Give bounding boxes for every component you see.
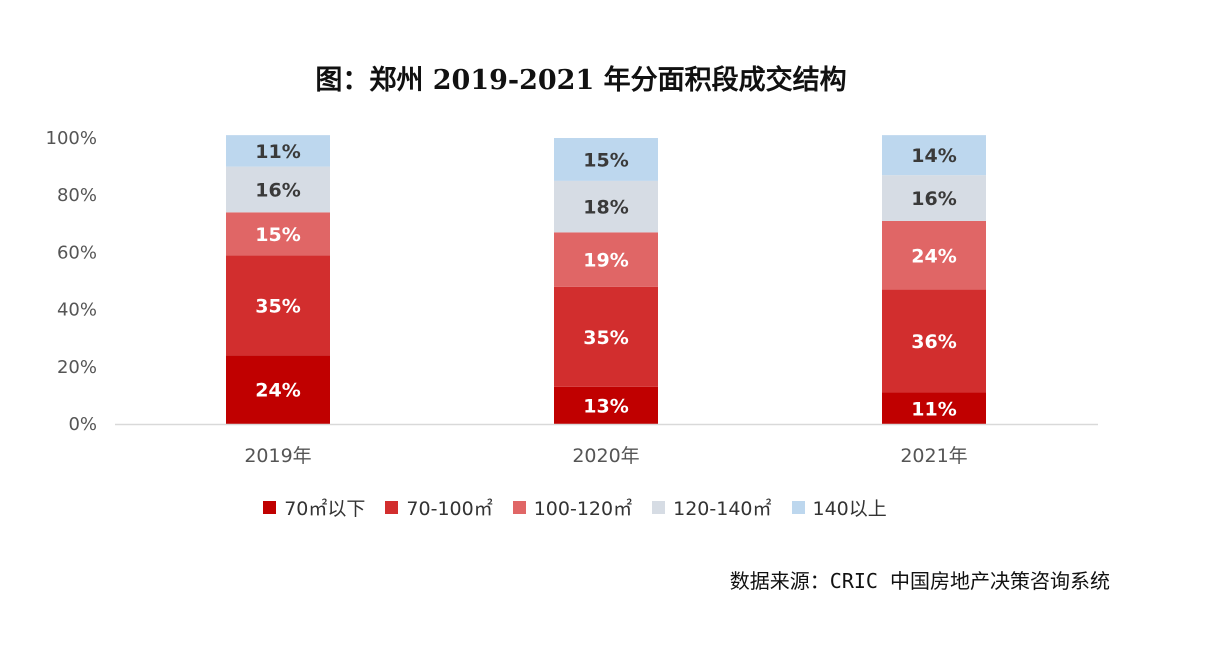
x-tick-label: 2020年 bbox=[572, 445, 639, 467]
bar-group: 24% 35% 15% 16% 11% 13% 35% 19% 18% 15% 11% 36% 24% 1… bbox=[226, 135, 986, 424]
legend-item: 100-120㎡ bbox=[512, 494, 633, 521]
y-tick-label: 40% bbox=[57, 300, 97, 321]
x-tick-label: 2021年 bbox=[900, 445, 967, 467]
bar-segment bbox=[554, 286, 658, 387]
y-tick-label: 80% bbox=[57, 185, 97, 206]
stacked-bar-chart: 0% 20% 40% 60% 80% 100% 24% 35% 15% 16% 11% 13% 35%… bbox=[46, 128, 1098, 467]
bar-segment bbox=[882, 289, 986, 393]
legend-item: 70-100㎡ bbox=[385, 494, 493, 521]
legend-swatch bbox=[263, 501, 277, 514]
data-label: 24% bbox=[911, 245, 956, 267]
bar-segment bbox=[882, 220, 986, 290]
bar-segment bbox=[554, 232, 658, 287]
bar-segment bbox=[882, 135, 986, 176]
data-label: 19% bbox=[583, 250, 628, 272]
y-tick-label: 0% bbox=[68, 414, 97, 435]
data-label: 24% bbox=[255, 380, 300, 402]
data-label: 35% bbox=[583, 327, 628, 349]
y-axis: 0% 20% 40% 60% 80% 100% bbox=[46, 128, 97, 435]
legend-label: 70㎡以下 bbox=[284, 498, 366, 520]
legend-item: 120-140㎡ bbox=[652, 494, 772, 521]
bar-segment bbox=[882, 392, 986, 424]
bar-segment bbox=[882, 175, 986, 221]
data-label: 16% bbox=[255, 179, 300, 201]
data-label: 11% bbox=[911, 398, 956, 420]
legend-item: 140以上 bbox=[791, 494, 887, 521]
bar-segment bbox=[554, 180, 658, 233]
data-label: 14% bbox=[911, 145, 956, 167]
data-label: 36% bbox=[911, 331, 956, 353]
bar-segment bbox=[226, 166, 330, 213]
legend-swatch bbox=[652, 501, 666, 514]
y-tick-label: 100% bbox=[46, 128, 97, 149]
y-tick-label: 60% bbox=[57, 242, 97, 263]
legend-label: 100-120㎡ bbox=[533, 498, 633, 520]
legend-swatch bbox=[385, 501, 399, 514]
legend-label: 70-100㎡ bbox=[406, 498, 493, 520]
legend-swatch bbox=[512, 501, 526, 514]
legend-label: 140以上 bbox=[812, 498, 887, 520]
legend-swatch bbox=[791, 501, 805, 514]
bar-segment bbox=[226, 135, 330, 167]
data-label: 11% bbox=[255, 141, 300, 163]
data-label: 15% bbox=[255, 224, 300, 246]
chart-title: 图：郑州 2019-2021 年分面积段成交结构 bbox=[315, 65, 847, 96]
bar-segment bbox=[226, 255, 330, 356]
bar-segment bbox=[554, 386, 658, 424]
legend: 70㎡以下 70-100㎡ 100-120㎡ 120-140㎡ 140以上 bbox=[0, 494, 1150, 521]
bar-segment bbox=[226, 355, 330, 424]
bar-segment bbox=[226, 212, 330, 256]
x-tick-label: 2019年 bbox=[244, 445, 311, 467]
x-axis: 2019年 2020年 2021年 bbox=[244, 445, 967, 467]
legend-item: 70㎡以下 bbox=[263, 494, 365, 521]
source-note: 数据来源：CRIC 中国房地产决策咨询系统 bbox=[729, 569, 1110, 593]
bar-segment bbox=[554, 138, 658, 181]
data-label: 35% bbox=[255, 295, 300, 317]
data-label: 16% bbox=[911, 188, 956, 210]
legend-label: 120-140㎡ bbox=[673, 498, 772, 520]
y-tick-label: 20% bbox=[57, 357, 97, 378]
data-label: 15% bbox=[583, 149, 628, 171]
data-label: 13% bbox=[583, 395, 628, 417]
data-label: 18% bbox=[583, 197, 628, 219]
